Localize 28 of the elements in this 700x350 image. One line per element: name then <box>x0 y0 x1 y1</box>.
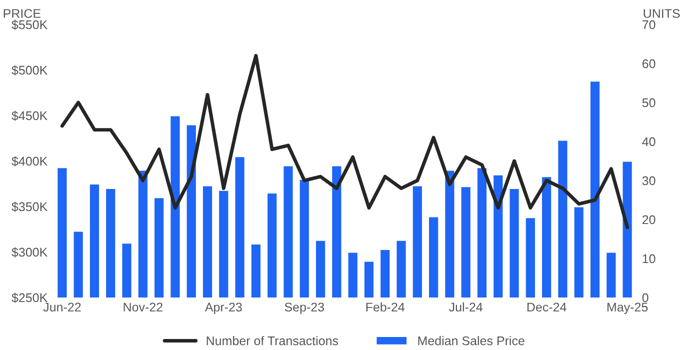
y-tick-label: $550K <box>12 20 48 30</box>
y2-tick-label: 30 <box>642 176 656 186</box>
y-axis-title: PRICE <box>4 9 40 18</box>
x-tick-label: Dec-24 <box>527 302 566 312</box>
legend-label: Median Sales Price <box>418 336 524 346</box>
legend-label: Number of Transactions <box>206 336 338 346</box>
y-tick-label: $250K <box>12 292 48 303</box>
y-tick-label: $450K <box>12 110 48 121</box>
line-series <box>60 54 630 230</box>
x-tick-label: Nov-22 <box>124 302 162 312</box>
x-tick-label: Feb-24 <box>366 302 405 312</box>
y2-tick-label: 70 <box>642 20 656 30</box>
y-tick-label: $500K <box>12 65 48 76</box>
y2-tick-label: 10 <box>642 254 656 264</box>
x-tick-label: Apr-23 <box>204 302 242 314</box>
y-tick-label: $300K <box>12 247 48 258</box>
y-tick-label: $400K <box>12 156 48 166</box>
y2-tick-label: 60 <box>642 59 656 68</box>
y2-tick-label: 50 <box>642 98 656 108</box>
x-tick-label: May-25 <box>608 302 648 314</box>
y-tick-label: $350K <box>12 202 48 212</box>
x-tick-label: Jun-22 <box>43 302 81 312</box>
x-tick-label: Jul-24 <box>449 302 483 312</box>
y2-tick-label: 40 <box>642 137 656 146</box>
y2-axis-title: UNITS <box>644 9 680 18</box>
y2-tick-label: 0 <box>642 293 648 302</box>
x-tick-label: Sep-23 <box>284 302 324 314</box>
y2-tick-label: 20 <box>642 215 656 224</box>
